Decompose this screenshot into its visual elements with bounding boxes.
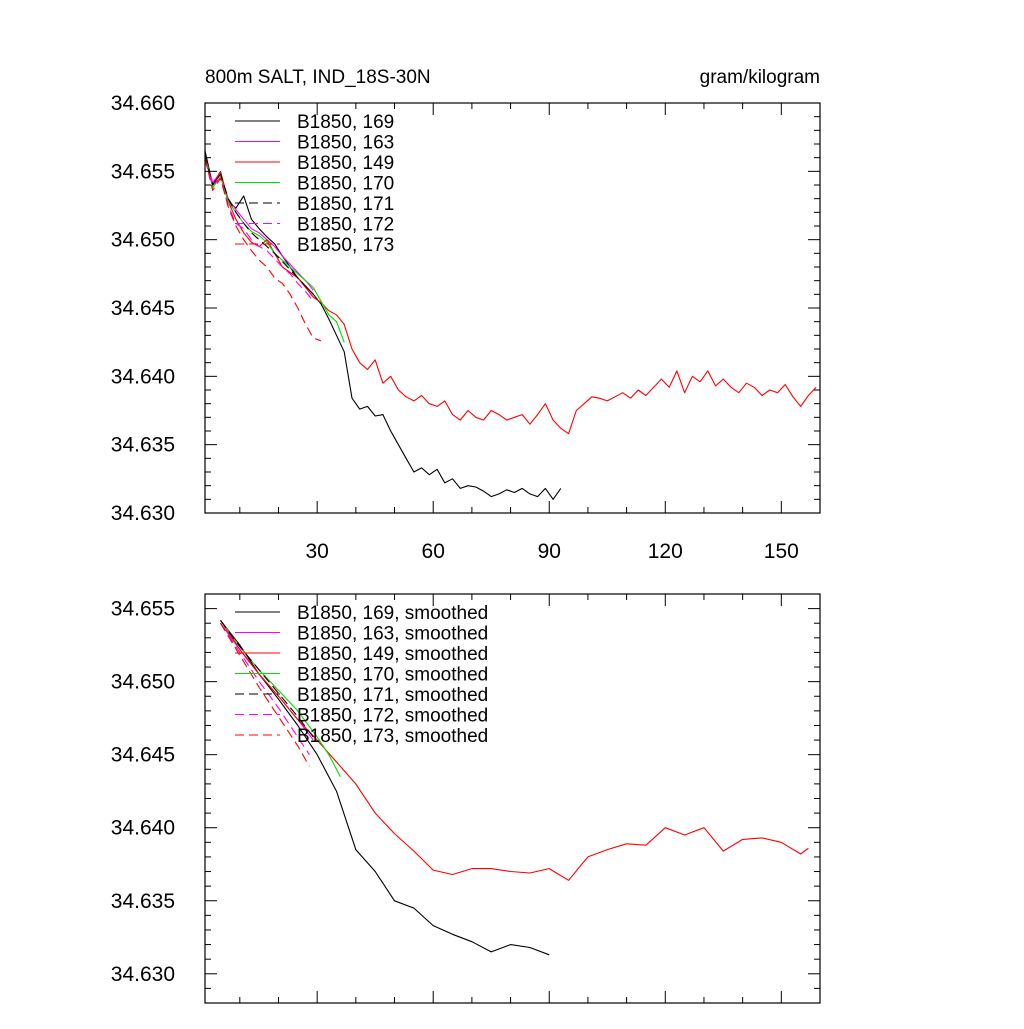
chart-title-right: gram/kilogram (700, 67, 820, 88)
series-line-2-3 (220, 619, 809, 881)
legend-label-1: B1850, 169, smoothed (297, 603, 488, 624)
series-line-2-1 (220, 619, 550, 956)
series-line-2-6 (220, 622, 310, 756)
y-tick-label: 34.635 (111, 434, 175, 457)
legend-label-1: B1850, 169 (297, 112, 394, 133)
y-tick-label: 34.630 (111, 502, 175, 525)
y-tick-label: 34.645 (111, 297, 175, 320)
y-tick-label: 34.630 (111, 963, 175, 986)
legend-label-4: B1850, 170, smoothed (297, 665, 488, 686)
legend-label-3: B1850, 149 (297, 153, 394, 174)
series-line-1-5 (204, 154, 314, 295)
x-tick-label: 60 (422, 540, 445, 563)
chart-title-left: 800m SALT, IND_18S-30N (205, 67, 431, 88)
y-tick-label: 34.660 (111, 92, 175, 115)
legend-label-2: B1850, 163 (297, 133, 394, 154)
y-tick-label: 34.650 (111, 229, 175, 252)
legend-label-6: B1850, 172 (297, 215, 394, 236)
x-tick-label: 30 (305, 540, 328, 563)
legend-label-3: B1850, 149, smoothed (297, 644, 488, 665)
x-tick-label: 120 (648, 540, 683, 563)
legend-label-7: B1850, 173, smoothed (297, 726, 488, 747)
legend-label-5: B1850, 171 (297, 194, 394, 215)
y-tick-label: 34.655 (111, 598, 175, 621)
y-tick-label: 34.640 (111, 817, 175, 840)
x-tick-label: 150 (764, 540, 799, 563)
y-tick-label: 34.650 (111, 671, 175, 694)
series-line-2-5 (220, 619, 314, 738)
series-line-1-7 (204, 157, 322, 342)
top-panel: 800m SALT, IND_18S-30N gram/kilogram 34.… (111, 67, 821, 563)
legend-label-2: B1850, 163, smoothed (297, 624, 488, 645)
legend-label-7: B1850, 173 (297, 235, 394, 256)
y-tick-label: 34.645 (111, 744, 175, 767)
legend-label-6: B1850, 172, smoothed (297, 706, 488, 727)
legend-label-4: B1850, 170 (297, 174, 394, 195)
series-line-2-7 (220, 622, 310, 767)
legend-label-5: B1850, 171, smoothed (297, 685, 488, 706)
y-tick-label: 34.655 (111, 160, 175, 183)
x-tick-label: 90 (538, 540, 561, 563)
series-line-1-1 (204, 150, 562, 500)
y-tick-label: 34.640 (111, 365, 175, 388)
y-tick-label: 34.635 (111, 890, 175, 913)
series-line-1-3 (204, 157, 817, 435)
series-line-2-4 (220, 619, 341, 777)
bottom-panel: 34.630 34.635 34.640 34.645 34.650 34.655 B185… (111, 593, 821, 1004)
